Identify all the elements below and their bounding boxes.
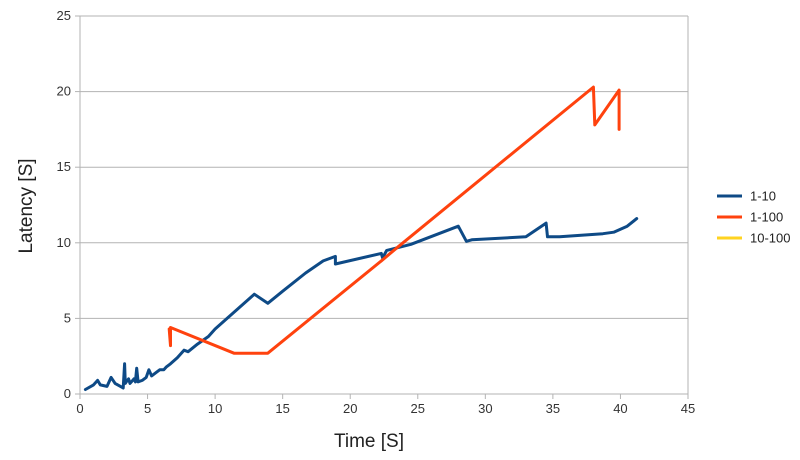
legend-label-10-100: 10-100	[750, 231, 790, 246]
y-tick-label-3: 15	[57, 159, 71, 174]
x-tick-label-1: 5	[144, 401, 151, 416]
y-tick-label-0: 0	[64, 386, 71, 401]
x-tick-label-6: 30	[478, 401, 492, 416]
y-tick-label-5: 25	[57, 8, 71, 23]
x-tick-label-8: 40	[613, 401, 627, 416]
series-line-1-10	[83, 217, 639, 391]
x-tick-label-2: 10	[208, 401, 222, 416]
y-axis-title: Latency [S]	[16, 158, 37, 253]
legend-label-1-10: 1-10	[750, 189, 776, 204]
axes	[75, 15, 689, 399]
y-tick-label-1: 5	[64, 310, 71, 325]
x-tick-labels: 0 5 10 15 20 25 30 35 40 45	[76, 401, 695, 416]
x-tick-label-7: 35	[546, 401, 560, 416]
x-tick-label-9: 45	[681, 401, 695, 416]
x-tick-label-4: 20	[343, 401, 357, 416]
series-lines	[83, 85, 639, 391]
x-tick-label-5: 25	[411, 401, 425, 416]
legend-label-1-100: 1-100	[750, 210, 783, 225]
x-tick-label-3: 15	[275, 401, 289, 416]
y-tick-label-4: 20	[57, 84, 71, 99]
x-axis-title: Time [S]	[334, 431, 404, 452]
y-tick-label-2: 10	[57, 235, 71, 250]
y-tick-labels: 0 5 10 15 20 25	[57, 8, 71, 401]
legend: 1-10 1-100 10-100	[717, 189, 790, 246]
series-line-1-100	[167, 85, 621, 355]
x-tick-label-0: 0	[76, 401, 83, 416]
